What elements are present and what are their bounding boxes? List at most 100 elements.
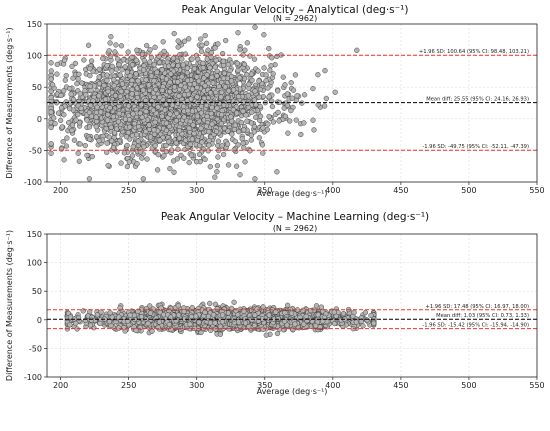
data-point bbox=[69, 122, 76, 128]
data-point bbox=[76, 158, 82, 164]
data-point bbox=[233, 163, 240, 169]
data-point bbox=[189, 136, 195, 142]
data-point bbox=[226, 88, 232, 94]
data-point bbox=[151, 78, 157, 84]
data-point bbox=[171, 84, 178, 90]
data-point bbox=[288, 107, 294, 114]
data-point bbox=[64, 135, 70, 141]
data-point bbox=[167, 111, 173, 117]
data-point bbox=[221, 70, 228, 76]
data-point bbox=[178, 82, 184, 89]
data-point bbox=[220, 75, 227, 81]
data-point bbox=[109, 68, 115, 74]
data-point bbox=[143, 77, 149, 83]
data-point bbox=[141, 144, 147, 150]
data-point bbox=[294, 93, 300, 99]
data-point bbox=[265, 85, 271, 91]
data-point bbox=[107, 53, 114, 59]
y-tick-label: 100 bbox=[27, 52, 42, 61]
data-point bbox=[193, 159, 200, 165]
data-point bbox=[198, 125, 204, 131]
data-point bbox=[237, 47, 243, 53]
data-point bbox=[100, 55, 106, 62]
data-point bbox=[298, 131, 304, 138]
data-point bbox=[218, 111, 225, 118]
data-point bbox=[76, 71, 82, 77]
data-point bbox=[115, 119, 122, 125]
data-point bbox=[62, 77, 68, 83]
data-point bbox=[71, 137, 78, 143]
data-point bbox=[167, 88, 173, 95]
data-point bbox=[175, 146, 181, 152]
data-point bbox=[54, 61, 60, 68]
data-point bbox=[51, 115, 57, 121]
data-point bbox=[219, 89, 225, 95]
data-point bbox=[135, 78, 141, 84]
data-point bbox=[111, 130, 118, 136]
data-point bbox=[140, 176, 146, 182]
x-tick-label: 200 bbox=[53, 186, 68, 195]
y-tick-label: 150 bbox=[27, 20, 42, 29]
data-point bbox=[229, 131, 235, 137]
data-point bbox=[161, 48, 167, 55]
data-point bbox=[205, 47, 211, 53]
data-point bbox=[232, 138, 238, 144]
data-point bbox=[332, 89, 338, 95]
data-point bbox=[151, 127, 157, 133]
y-tick-label: 0 bbox=[37, 115, 42, 124]
data-point bbox=[207, 65, 213, 71]
data-point bbox=[86, 176, 93, 182]
data-point bbox=[63, 72, 69, 79]
data-point bbox=[146, 82, 152, 88]
data-point bbox=[244, 100, 251, 106]
data-point bbox=[173, 118, 180, 124]
data-point bbox=[179, 56, 185, 62]
data-point bbox=[118, 88, 124, 95]
data-point bbox=[189, 56, 195, 62]
data-point bbox=[191, 66, 198, 72]
data-point bbox=[270, 119, 277, 125]
data-point bbox=[82, 142, 88, 149]
data-point bbox=[242, 47, 248, 53]
data-point bbox=[129, 91, 135, 97]
scatter-points bbox=[48, 24, 360, 182]
data-point bbox=[69, 63, 75, 70]
data-point bbox=[175, 38, 181, 44]
data-point bbox=[84, 117, 90, 123]
data-point bbox=[79, 80, 85, 86]
data-point bbox=[207, 90, 214, 96]
data-point bbox=[108, 124, 114, 131]
data-point bbox=[185, 108, 191, 114]
data-point bbox=[75, 150, 81, 156]
data-point bbox=[140, 87, 146, 93]
data-point bbox=[117, 72, 123, 78]
data-point bbox=[74, 80, 80, 87]
data-point bbox=[259, 142, 266, 148]
data-point bbox=[256, 94, 262, 100]
data-point bbox=[88, 113, 95, 119]
data-point bbox=[118, 43, 125, 49]
data-point bbox=[176, 128, 183, 134]
upper-loa-line-label: +1.96 SD: 100.64 (95% CI: 98.48, 103.21) bbox=[419, 49, 529, 55]
data-point bbox=[182, 51, 189, 57]
data-point bbox=[260, 125, 266, 131]
y-tick-label: 50 bbox=[32, 83, 42, 92]
data-point bbox=[120, 57, 127, 63]
data-point bbox=[301, 120, 307, 126]
data-point bbox=[246, 81, 252, 88]
data-point bbox=[284, 91, 291, 97]
data-point bbox=[228, 114, 234, 120]
data-point bbox=[251, 97, 258, 103]
data-point bbox=[234, 60, 240, 67]
data-point bbox=[87, 65, 93, 72]
chart-title: Peak Angular Velocity – Machine Learning… bbox=[161, 211, 429, 223]
data-point bbox=[214, 73, 220, 79]
data-point bbox=[121, 150, 128, 156]
data-point bbox=[124, 88, 130, 95]
data-point bbox=[152, 143, 158, 149]
data-point bbox=[117, 93, 124, 100]
data-point bbox=[107, 40, 113, 46]
data-point bbox=[124, 142, 130, 149]
data-point bbox=[147, 47, 153, 53]
data-point bbox=[146, 122, 152, 128]
